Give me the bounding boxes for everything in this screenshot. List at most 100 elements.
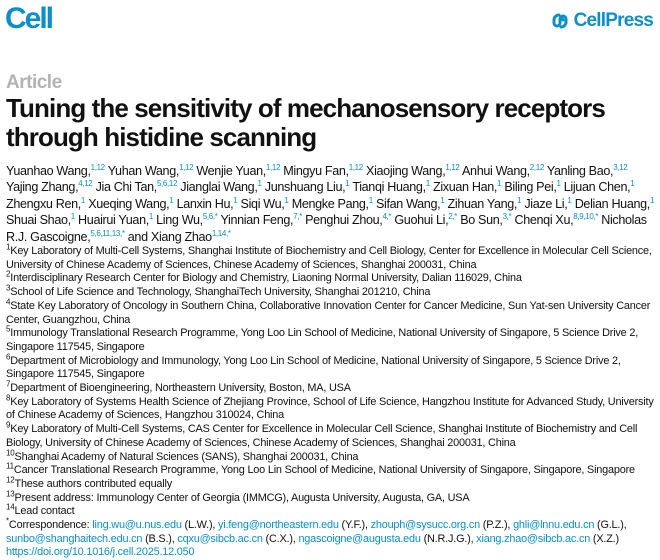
email-link[interactable]: sunbo@shanghaitech.edu.cn	[6, 532, 143, 545]
author-affiliation-marks: 1	[169, 195, 174, 205]
author-affiliation-marks: 1,12	[179, 162, 194, 172]
author: Chenqi Xu,8,9,10,*	[514, 213, 598, 228]
affiliation-text: Shanghai Academy of Natural Sciences (SA…	[14, 450, 359, 463]
doi-link-row: https://doi.org/10.1016/j.cell.2025.12.0…	[6, 546, 656, 560]
author: Nicholas R.J. Gascoigne,5,6,11,13,*	[6, 213, 647, 243]
affiliation-text: These authors contributed equally	[14, 477, 173, 490]
author-name: Nicholas R.J. Gascoigne,	[6, 213, 647, 244]
author: Lijuan Chen,1	[564, 180, 635, 195]
affiliation-number: 6	[6, 352, 11, 361]
author: Delian Huang,1	[575, 196, 655, 211]
affiliation-number: 13	[6, 489, 15, 499]
author-affiliation-marks: 1	[425, 179, 430, 189]
author-affiliation-marks: 4,*	[382, 212, 392, 222]
author-affiliation-marks: 1	[368, 195, 373, 205]
affiliation-number: 7	[6, 379, 11, 389]
affiliation: 8Key Laboratory of Systems Health Scienc…	[6, 393, 656, 423]
affiliations: 1Key Laboratory of Multi-Cell Systems, S…	[6, 242, 656, 560]
contact-initials: (L.W.),	[181, 519, 219, 532]
affiliation: 3School of Life Science and Technology, …	[6, 284, 656, 300]
cellpress-wordmark: CellPress	[573, 10, 654, 31]
correspondence-label: Correspondence:	[8, 519, 93, 532]
contact-initials: (X.Z.)	[590, 532, 619, 545]
author-name: Wenjie Yuan,	[196, 164, 266, 178]
affiliation: 7Department of Bioengineering, Northeast…	[6, 379, 656, 396]
author: and Xiang Zhao1,14,*	[127, 229, 231, 244]
author-name: Guohui Li,	[394, 213, 449, 228]
affiliation-text: School of Life Science and Technology, S…	[10, 286, 431, 299]
affiliation-text: Department of Bioengineering, Northeaste…	[10, 382, 351, 395]
author-name: Yinnian Feng,	[220, 213, 294, 228]
author-affiliation-marks: 2,*	[448, 212, 458, 222]
email-link[interactable]: ling.wu@u.nus.edu	[92, 519, 182, 532]
affiliation-number: 12	[6, 475, 15, 485]
author-name: Mengke Pang,	[291, 196, 369, 211]
email-link[interactable]: ghli@lnnu.edu.cn	[513, 519, 595, 532]
email-link[interactable]: xiang.zhao@sibcb.ac.cn	[476, 532, 591, 545]
contact-initials: (C.X.),	[262, 532, 299, 545]
author: Lanxin Hu,1	[176, 196, 238, 211]
affiliation: 5Immunology Translational Research Progr…	[6, 324, 656, 354]
author-name: Penghui Zhou,	[305, 213, 383, 228]
author: Siqi Wu,1	[240, 196, 289, 211]
author: Ling Wu,5,6,*	[156, 213, 218, 228]
contact-initials: (P.Z.),	[479, 519, 514, 532]
author-affiliation-marks: 1	[257, 179, 262, 189]
author: Yuanhao Wang,1,12	[6, 163, 105, 178]
author: Jia Chi Tan,5,6,12	[96, 180, 178, 195]
author-affiliation-marks: 5,6,11,13,*	[90, 228, 125, 238]
affiliation: 4State Key Laboratory of Oncology in Sou…	[6, 298, 656, 327]
author: Xiaojing Wang,1,12	[366, 162, 460, 178]
author-affiliation-marks: 3,12	[613, 162, 628, 172]
author: Shuai Shao,1	[6, 213, 75, 228]
author-name: Huairui Yuan,	[78, 213, 149, 228]
author-affiliation-marks: 1,12	[445, 162, 460, 172]
author-name: Shuai Shao,	[6, 213, 71, 228]
contact-initials: (N.R.J.G.),	[420, 532, 477, 545]
author: Junshuang Liu,1	[264, 180, 350, 195]
author-name: Yuanhao Wang,	[6, 164, 91, 178]
author: Yuhan Wang,1,12	[107, 162, 194, 178]
author: Yinnian Feng,7,*	[220, 212, 302, 228]
affiliation-number: 1	[6, 242, 11, 252]
affiliation-number: 8	[6, 393, 11, 403]
author-name: Anhui Wang,	[462, 164, 530, 178]
author: Biling Pei,1	[504, 180, 561, 195]
author: Mengke Pang,1	[291, 195, 373, 211]
author-name: and Xiang Zhao	[127, 229, 212, 244]
author-name: Zixuan Han,	[433, 180, 498, 195]
affiliation-number: 2	[6, 269, 11, 279]
author-affiliation-marks: 7,*	[293, 212, 302, 222]
author-name: Siqi Wu,	[240, 196, 285, 211]
author-name: Sifan Wang,	[375, 196, 441, 211]
email-link[interactable]: yi.feng@northeastern.edu	[218, 519, 339, 532]
author-name: Junshuang Liu,	[264, 180, 346, 195]
cellpress-icon	[552, 13, 568, 29]
affiliation-number: 14	[6, 502, 15, 512]
author: Sifan Wang,1	[375, 196, 445, 211]
doi-link[interactable]: https://doi.org/10.1016/j.cell.2025.12.0…	[6, 546, 195, 559]
author: Xueqing Wang,1	[88, 195, 174, 211]
contact-initials: (G.L.),	[594, 519, 627, 532]
author-name: Tianqi Huang,	[352, 180, 426, 195]
author-name: Lanxin Hu,	[176, 196, 234, 211]
author: Penghui Zhou,4,*	[305, 212, 392, 228]
author-name: Yuhan Wang,	[107, 164, 180, 178]
author-name: Yanling Bao,	[546, 164, 614, 178]
author-name: Jiaze Li,	[524, 196, 568, 211]
affiliation: 13Present address: Immunology Center of …	[6, 489, 656, 506]
email-link[interactable]: cqxu@sibcb.ac.cn	[177, 532, 263, 545]
author: Guohui Li,2,*	[394, 212, 458, 228]
author: Yajing Zhang,4,12	[6, 180, 93, 195]
author: Anhui Wang,2,12	[462, 163, 544, 178]
author-name: Mingyu Fan,	[283, 164, 349, 178]
author-name: Zhengxu Ren,	[6, 196, 81, 211]
email-link[interactable]: ngascoigne@augusta.edu	[298, 532, 421, 545]
author-affiliation-marks: 1	[148, 212, 153, 222]
article-type: Article	[6, 72, 62, 93]
email-link[interactable]: zhouph@sysucc.org.cn	[370, 519, 481, 532]
affiliation-number: 5	[6, 324, 11, 334]
author-list: Yuanhao Wang,1,12 Yuhan Wang,1,12 Wenjie…	[6, 163, 658, 245]
affiliation-text: Key Laboratory of Multi-Cell Systems, Sh…	[6, 245, 652, 271]
affiliation: 11Cancer Translational Research Programm…	[6, 462, 656, 478]
